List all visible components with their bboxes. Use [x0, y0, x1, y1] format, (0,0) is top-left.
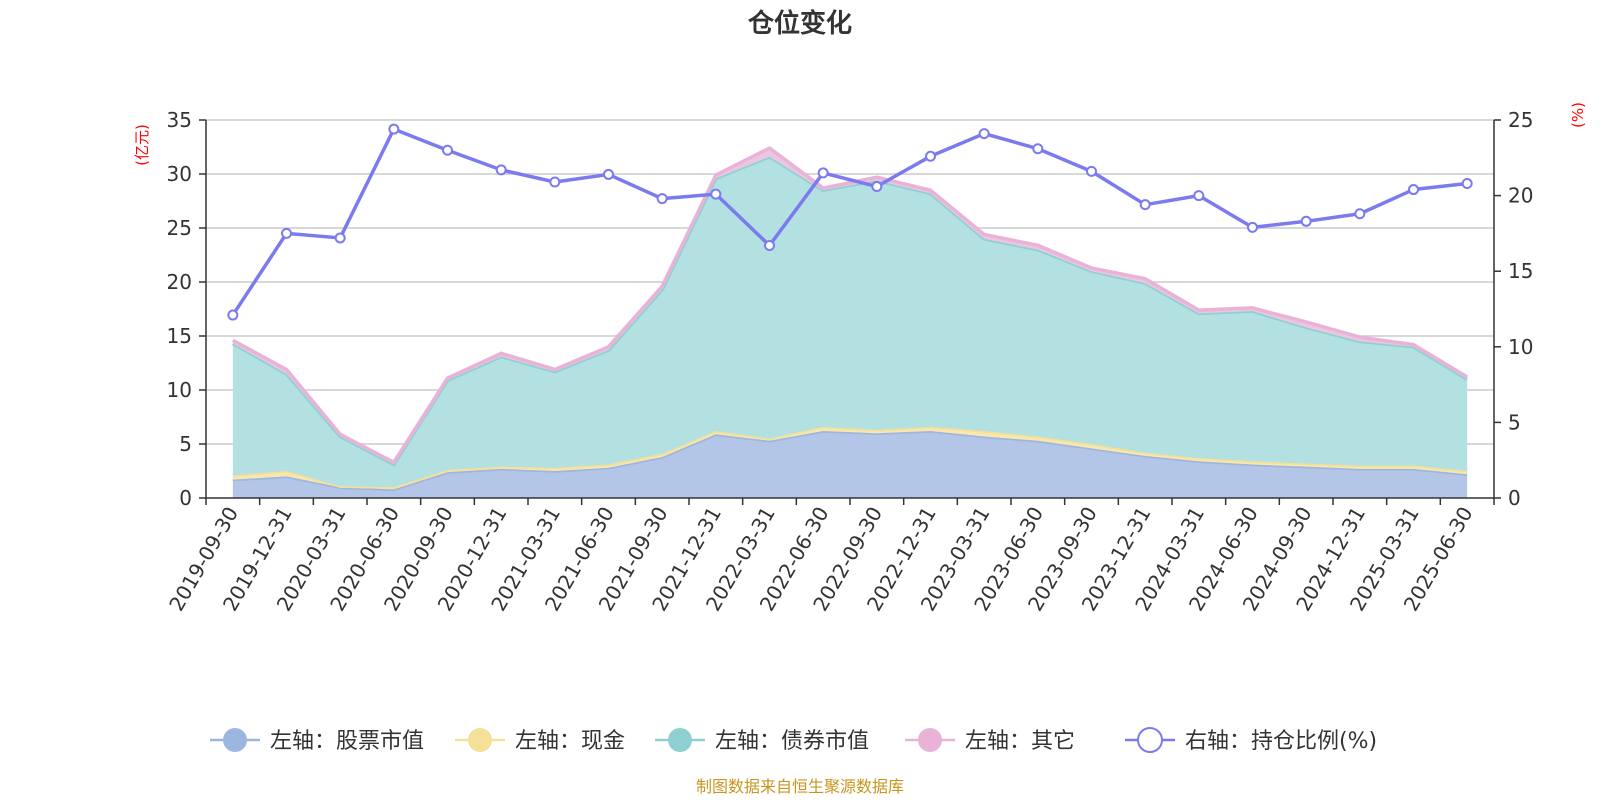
right-tick-label: 15 — [1508, 259, 1533, 283]
chart-title: 仓位变化 — [747, 8, 852, 39]
legend-label-5: 右轴：持仓比例(%) — [1185, 729, 1377, 754]
ratio-point — [1354, 208, 1366, 220]
ratio-point — [227, 309, 239, 321]
ratio-point — [495, 164, 507, 176]
ratio-point — [978, 128, 990, 140]
ratio-point — [1300, 215, 1312, 227]
left-tick-label: 20 — [167, 270, 192, 294]
legend-marker-1 — [223, 728, 247, 752]
legend: 左轴：股票市值 左轴：现金 左轴：债券市值 左轴：其它 右轴：持仓比例(%) — [210, 727, 1377, 754]
area-series-1 — [232, 431, 1468, 498]
area-series-4-edge — [231, 146, 1469, 465]
ratio-point — [549, 176, 561, 188]
legend-label-2: 左轴：现金 — [515, 729, 625, 754]
data-source-note: 制图数据来自恒生聚源数据库 — [696, 777, 904, 796]
ratio-point — [817, 167, 829, 179]
ratio-point — [388, 123, 400, 135]
ratio-point — [871, 181, 883, 193]
right-tick-label: 5 — [1508, 410, 1521, 434]
left-tick-label: 25 — [167, 216, 192, 240]
ratio-point — [1032, 143, 1044, 155]
ratio-point — [281, 227, 292, 239]
ratio-point — [710, 188, 722, 200]
ratio-point — [1086, 165, 1097, 177]
left-axis-unit-label: (亿元) — [133, 124, 151, 166]
ratio-line-series — [227, 123, 1473, 321]
ratio-point — [1139, 199, 1151, 211]
ratio-point — [1247, 221, 1258, 233]
ratio-point — [925, 150, 936, 162]
right-axis-unit-label: (%) — [1569, 102, 1587, 128]
left-tick-label: 15 — [167, 324, 192, 348]
legend-marker-4 — [918, 728, 942, 752]
ratio-point — [1461, 178, 1473, 189]
legend-marker-3 — [668, 728, 692, 752]
ratio-line — [231, 127, 1468, 317]
left-tick-label: 5 — [179, 432, 192, 456]
legend-label-4: 左轴：其它 — [965, 729, 1075, 754]
left-tick-label: 0 — [179, 486, 192, 510]
legend-marker-2 — [468, 728, 492, 752]
right-tick-label: 10 — [1508, 335, 1533, 359]
left-tick-label: 30 — [167, 162, 192, 186]
ratio-point — [442, 144, 453, 156]
ratio-point — [1193, 190, 1205, 202]
stacked-areas — [231, 146, 1469, 498]
ratio-point — [603, 168, 614, 180]
left-tick-label: 10 — [167, 378, 192, 402]
legend-marker-5 — [1137, 727, 1163, 753]
right-tick-label: 0 — [1508, 486, 1521, 510]
right-tick-label: 25 — [1508, 108, 1533, 132]
left-tick-label: 35 — [167, 108, 192, 132]
ratio-point — [764, 240, 775, 251]
right-tick-label: 20 — [1508, 184, 1533, 208]
ratio-point — [334, 232, 346, 244]
legend-label-3: 左轴：债券市值 — [715, 729, 869, 754]
ratio-point — [656, 193, 668, 205]
legend-label-1: 左轴：股票市值 — [270, 729, 424, 754]
area-series-3 — [232, 156, 1468, 488]
ratio-point — [1408, 184, 1419, 196]
